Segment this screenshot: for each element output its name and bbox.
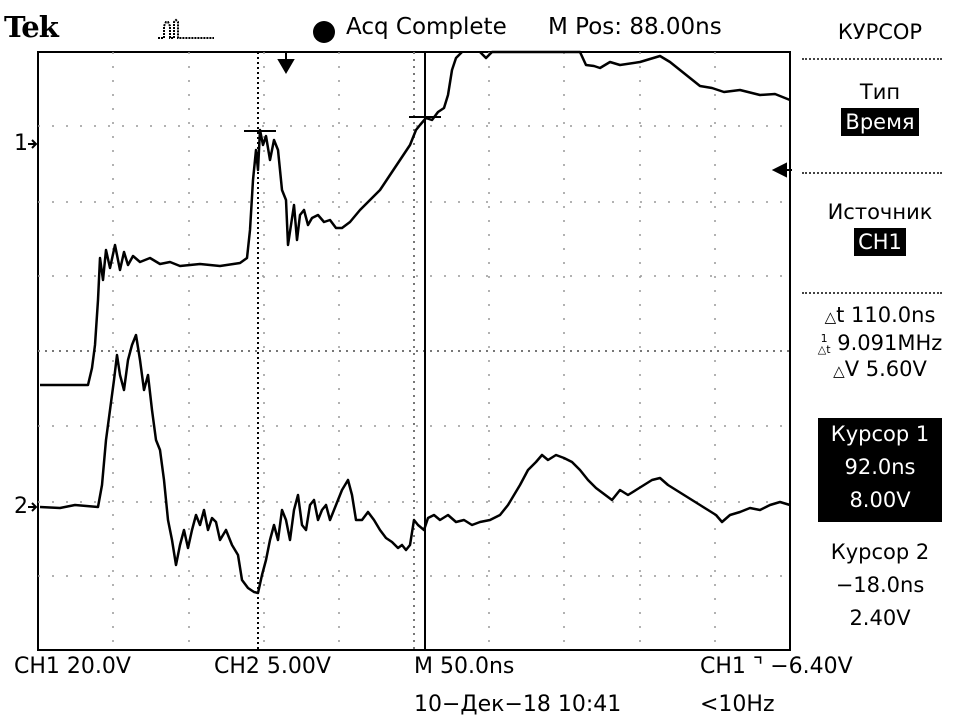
- delta-v-symbol: V: [844, 357, 866, 381]
- trigger-setting: CH1 ⌝ −6.40V: [700, 654, 853, 679]
- grid: [38, 52, 790, 650]
- type-label: Тип: [859, 80, 901, 104]
- ch2-scale: CH2 5.00V: [214, 654, 331, 679]
- trigger-position-icon: [277, 52, 295, 74]
- delta-t-value: 110.0ns: [851, 303, 936, 327]
- run-stop-indicator-icon: [313, 21, 335, 43]
- ch2-waveform: [39, 333, 791, 595]
- cursor-2-time: −18.0ns: [835, 573, 925, 597]
- source-menu-button[interactable]: Источник CH1: [800, 200, 960, 256]
- delta-readout: △t 110.0ns 1 △t 9.091MHz △V 5.60V: [800, 302, 960, 384]
- ch1-scale: CH1 20.0V: [14, 654, 131, 679]
- delta-t-symbol: t: [836, 303, 852, 327]
- inverse-delta-t-value: 9.091MHz: [837, 331, 943, 355]
- timebase: M 50.0ns: [414, 654, 515, 679]
- type-menu-button[interactable]: Тип Время: [800, 80, 960, 136]
- cursor-1-volt: 8.00V: [849, 488, 911, 512]
- delta-v-icon: △: [833, 362, 845, 380]
- waveform-display: 1 2: [14, 50, 792, 651]
- ch1-waveform: [40, 51, 463, 387]
- source-label: Источник: [827, 200, 933, 224]
- menu-divider: [802, 172, 942, 174]
- pulse-trigger-icon: [158, 18, 214, 39]
- trigger-frequency: <10Hz: [700, 692, 775, 717]
- inverse-delta-t-icon: 1 △t: [817, 332, 831, 356]
- ch2-ground-marker: 2: [14, 494, 28, 519]
- trigger-level-icon: [771, 162, 792, 178]
- horizontal-position: M Pos: 88.00ns: [548, 14, 722, 40]
- cursor-1-button[interactable]: Курсор 1 92.0ns 8.00V: [818, 418, 942, 522]
- date-time: 10−Дек−18 10:41: [414, 692, 622, 717]
- brand-logo: Tek: [4, 10, 59, 44]
- cursor-2-button[interactable]: Курсор 2 −18.0ns 2.40V: [800, 536, 960, 635]
- cursor-1-time: 92.0ns: [844, 455, 916, 479]
- cursor-1-label: Курсор 1: [830, 422, 930, 446]
- cursor-2-volt: 2.40V: [849, 606, 911, 630]
- acquisition-status: Acq Complete: [346, 14, 507, 40]
- ch1-ground-marker: 1: [14, 131, 28, 156]
- source-value: CH1: [854, 228, 906, 256]
- menu-divider: [802, 58, 942, 60]
- delta-t-icon: △: [824, 308, 837, 326]
- menu-title: КУРСОР: [837, 20, 923, 44]
- type-value: Время: [841, 108, 919, 136]
- cursor-2-label: Курсор 2: [830, 540, 930, 564]
- delta-v-value: 5.60V: [865, 357, 927, 381]
- menu-divider: [802, 292, 942, 294]
